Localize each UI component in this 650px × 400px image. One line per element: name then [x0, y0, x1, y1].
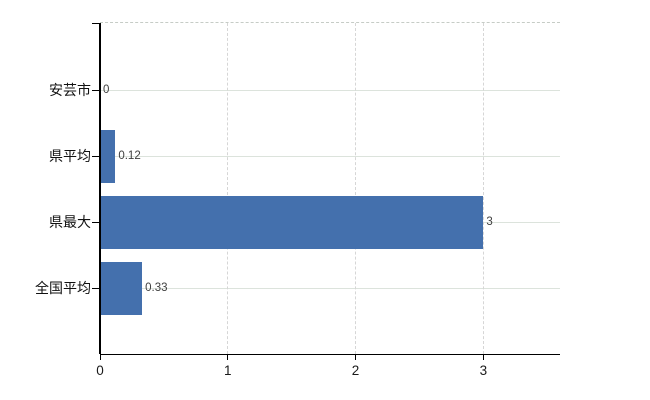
x-axis [100, 353, 560, 355]
x-axis-tick [355, 354, 357, 360]
h-gridline [100, 89, 560, 91]
category-label: 安芸市 [49, 82, 91, 98]
x-tick-label: 0 [96, 363, 104, 378]
category-label: 県平均 [49, 148, 91, 164]
bar [100, 129, 116, 183]
value-label: 0.33 [145, 282, 168, 294]
x-axis-tick [227, 354, 229, 360]
y-axis-tick [92, 221, 99, 223]
y-axis-tick [92, 287, 99, 289]
y-axis-tick [92, 155, 99, 157]
h-gridline [100, 155, 560, 157]
x-axis-tick [99, 354, 101, 360]
value-label: 0 [103, 84, 110, 96]
category-label: 県最大 [49, 214, 91, 230]
plot-area: 0 安芸市 0.12 県平均 3 県最大 0.33 全国平均 0 1 2 3 [35, 22, 560, 378]
y-axis-tick [92, 23, 99, 24]
x-tick-label: 3 [479, 363, 488, 378]
h-gridline [100, 287, 560, 289]
v-gridline [355, 23, 357, 354]
v-gridline [482, 23, 484, 354]
bar [100, 261, 143, 315]
x-tick-label: 2 [351, 363, 360, 378]
v-gridline [227, 23, 229, 354]
x-axis-tick [482, 354, 484, 360]
value-label: 3 [486, 216, 493, 228]
x-tick-label: 1 [224, 363, 232, 378]
value-label: 0.12 [118, 150, 141, 162]
y-axis-tick [92, 89, 99, 91]
bar [100, 195, 484, 249]
y-axis [99, 23, 101, 354]
category-label: 全国平均 [35, 280, 91, 296]
